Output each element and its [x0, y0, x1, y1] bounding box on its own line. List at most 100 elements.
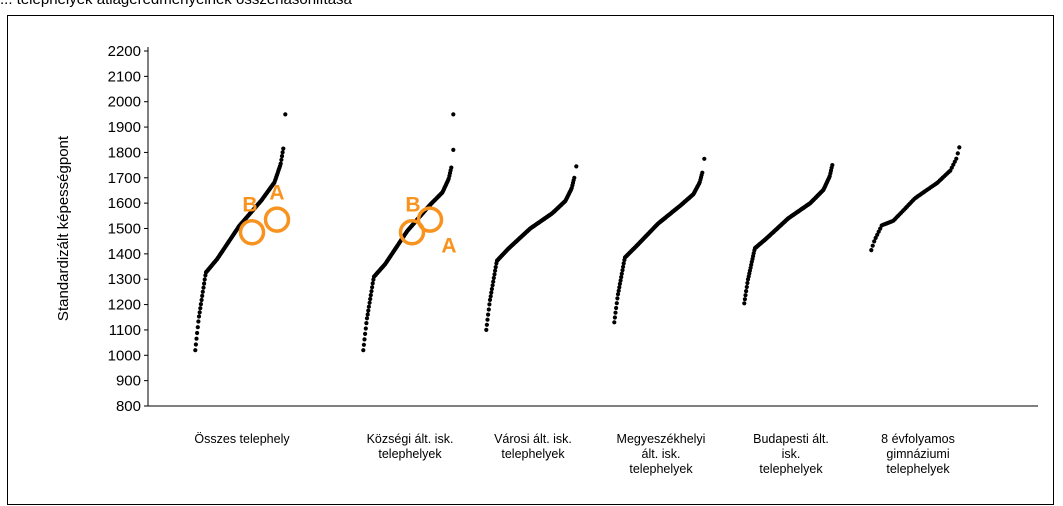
x-category-label: Budapesti ált. isk. telephelyek [753, 432, 829, 476]
data-point [362, 337, 367, 342]
data-point [366, 308, 371, 313]
data-point [743, 293, 748, 298]
chart-caption: ... telephelyek átlageredményeinek össze… [0, 0, 352, 8]
data-point [742, 301, 747, 306]
data-point [612, 315, 618, 320]
y-tick-label: 1000 [108, 347, 141, 364]
data-point [486, 312, 491, 317]
data-point [193, 342, 198, 347]
data-point [870, 243, 875, 248]
y-tick-label: 1100 [109, 322, 141, 339]
data-point [488, 294, 493, 299]
data-point [196, 319, 201, 324]
y-tick-label: 2200 [108, 43, 141, 60]
y-tick-label: 1300 [108, 271, 141, 288]
data-point [368, 296, 373, 302]
data-point [195, 330, 200, 336]
data-point [202, 277, 207, 282]
y-tick-label: 1900 [108, 119, 141, 136]
data-point [616, 288, 621, 293]
data-point [193, 348, 198, 353]
y-tick-label: 1500 [108, 221, 141, 238]
x-category-label: Megyeszékhelyi ált. isk. telephelyek [617, 432, 706, 476]
data-point [614, 305, 619, 311]
x-category-label: Községi ált. isk. telephelyek [367, 432, 454, 461]
data-point [367, 300, 372, 305]
data-point [615, 296, 620, 301]
y-tick-label: 900 [116, 373, 141, 390]
data-point [490, 283, 495, 288]
y-axis-label: Standardizált képességpont [55, 135, 72, 321]
data-point [621, 264, 626, 269]
data-point [281, 146, 286, 151]
annotation-label: B [405, 193, 420, 216]
data-point [365, 312, 370, 317]
data-point [363, 331, 368, 336]
highlight-circle [398, 219, 426, 246]
data-point [491, 275, 496, 281]
y-tick-label: 2100 [108, 68, 141, 85]
data-point [612, 320, 617, 325]
data-point [745, 280, 750, 286]
data-point [361, 342, 366, 347]
data-point [361, 348, 366, 353]
data-point [489, 286, 494, 292]
data-point [954, 156, 959, 161]
x-category-label: Városi ált. isk. telephelyek [494, 432, 572, 461]
data-point [200, 293, 205, 298]
data-point [198, 306, 203, 311]
data-point [489, 290, 494, 295]
data-point [197, 310, 202, 315]
data-point [957, 145, 962, 150]
data-point [572, 175, 577, 180]
y-tick-label: 2000 [108, 94, 141, 111]
data-point [487, 302, 492, 307]
chart: 800 900 1000 1100 1200 1300 1400 1500 1600 1700 18… [55, 43, 1038, 476]
data-point [872, 239, 877, 244]
data-point [366, 304, 371, 309]
data-point [279, 157, 284, 162]
outlier-point [451, 147, 456, 152]
data-point [370, 285, 375, 290]
data-point [369, 289, 374, 294]
data-point [617, 281, 623, 286]
data-point [955, 151, 960, 156]
highlight-circle [238, 219, 266, 246]
data-point [493, 265, 498, 270]
data-point [486, 307, 491, 312]
data-point [195, 325, 200, 330]
annotation-label: B [242, 193, 257, 216]
annotation-label: A [269, 182, 284, 205]
data-point [200, 289, 205, 294]
data-point [619, 271, 624, 276]
outlier-point [283, 112, 288, 117]
data-point [621, 261, 626, 266]
y-tick-label: 1400 [108, 246, 141, 263]
y-tick-label: 1600 [108, 195, 141, 212]
data-point [744, 284, 749, 290]
outlier-point [702, 156, 707, 161]
data-point [484, 327, 489, 332]
chart-frame: 800 900 1000 1100 1200 1300 1400 1500 1600 1700 18… [7, 15, 1054, 505]
data-point [201, 285, 206, 290]
data-point [280, 150, 285, 155]
data-point [194, 336, 199, 341]
data-point [202, 281, 207, 286]
data-point [492, 272, 497, 277]
highlight-circle [263, 206, 291, 233]
x-category-label: 8 évfolyamos gimnáziumi telephelyek [881, 432, 955, 476]
data-point [487, 297, 493, 302]
y-tick-label: 1800 [108, 144, 141, 161]
data-point [279, 154, 285, 159]
data-point [491, 279, 496, 284]
data-point [618, 278, 623, 283]
data-point [620, 268, 625, 273]
x-category-label: Összes telephely [194, 432, 290, 446]
y-tick-label: 800 [116, 398, 141, 415]
data-point [869, 248, 874, 253]
outlier-point [451, 112, 456, 117]
data-point [744, 289, 749, 294]
data-point [614, 301, 619, 306]
y-tick-label: 1200 [108, 297, 141, 314]
data-point [830, 163, 835, 168]
